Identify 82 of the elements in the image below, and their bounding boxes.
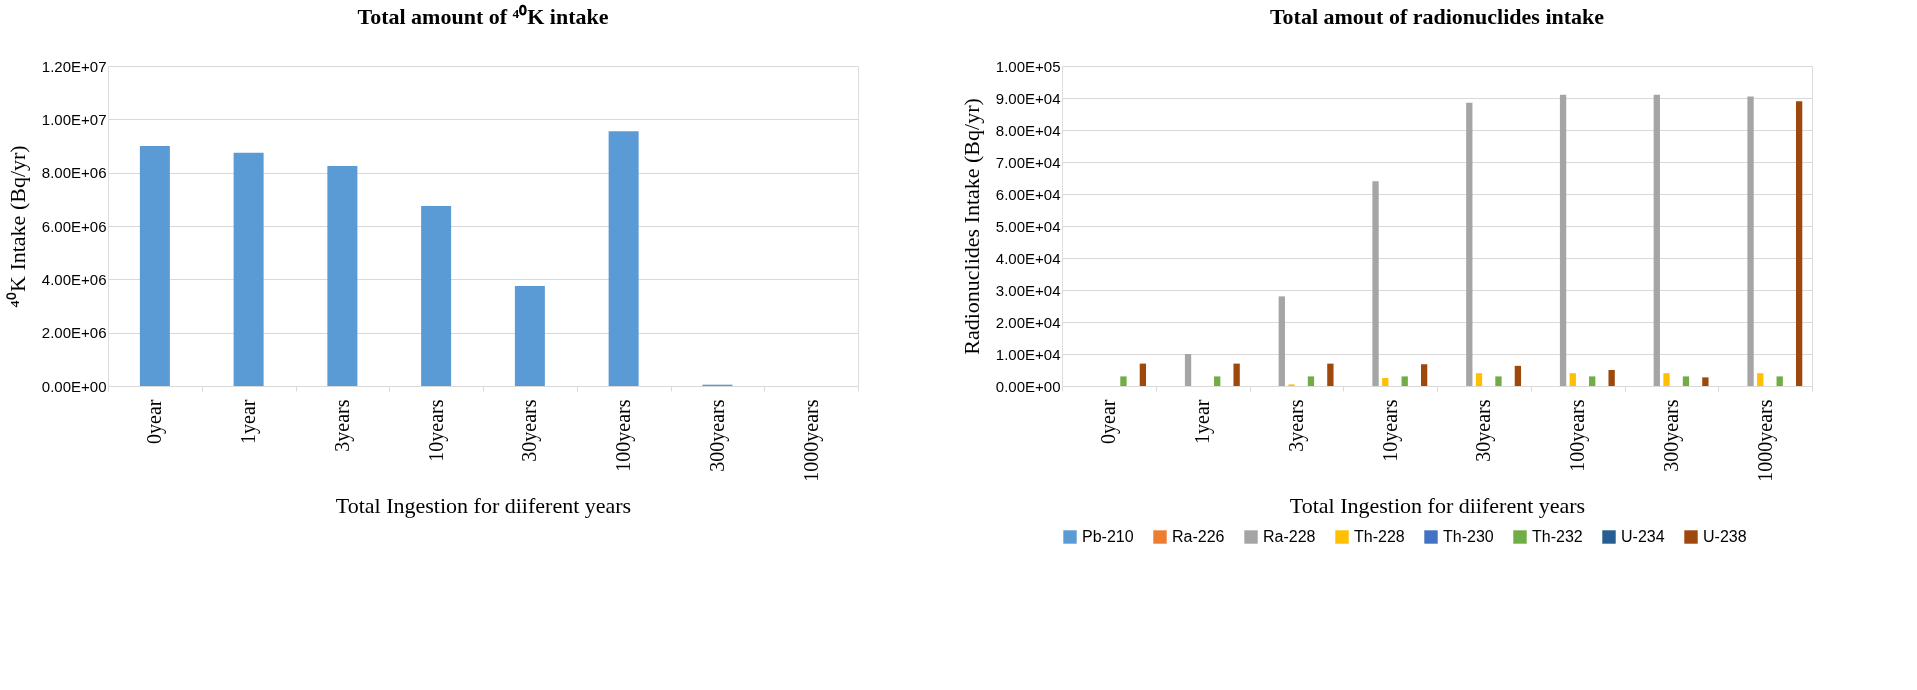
bar (327, 166, 358, 386)
x-tick-label: 10years (424, 399, 448, 462)
bar (1139, 363, 1147, 386)
x-tick-label: 100years (1566, 399, 1590, 472)
y-tick-label: 5.00E+04 (995, 217, 1061, 235)
chart-title: Total amount of ⁴⁰K intake (357, 4, 609, 29)
legend-label: Ra-228 (1263, 528, 1316, 545)
legend-label: U-234 (1621, 528, 1665, 545)
bar (1608, 370, 1615, 386)
legend-label: Th-232 (1532, 528, 1583, 545)
y-tick-label: 3.00E+04 (995, 281, 1061, 299)
x-tick-label: 1000years (1753, 399, 1777, 482)
bar (421, 206, 452, 386)
bar (1278, 296, 1285, 386)
x-tick-label: 1year (1191, 399, 1215, 444)
bar (1776, 376, 1783, 386)
bar (1420, 364, 1428, 386)
bar (1184, 354, 1192, 386)
bar (1372, 181, 1379, 386)
bar (1795, 101, 1803, 386)
bar (1747, 96, 1754, 386)
bar (1589, 376, 1596, 386)
bar (1514, 365, 1522, 386)
y-tick-label: 1.00E+04 (995, 345, 1061, 363)
y-axis-title: Radionuclides Intake (Bq/yr) (958, 98, 984, 355)
x-tick-label: 1000years (799, 399, 823, 482)
bar (1214, 376, 1221, 386)
legend-label: Pb-210 (1082, 528, 1134, 545)
bar (1682, 376, 1690, 386)
x-tick-label: 300years (705, 399, 729, 472)
bar (1307, 376, 1315, 386)
bar (1327, 363, 1334, 386)
x-tick-label: 3years (1284, 399, 1308, 452)
y-tick-label: 2.00E+04 (995, 313, 1061, 331)
x-tick-label: 3years (330, 399, 354, 452)
bar (139, 146, 170, 386)
x-tick-label: 300years (1659, 399, 1683, 472)
y-tick-label: 4.00E+06 (41, 270, 107, 288)
bar (1475, 373, 1483, 386)
x-tick-label: 30years (518, 399, 542, 462)
bar (1466, 102, 1473, 386)
x-tick-label: 10years (1378, 399, 1402, 462)
bar (1702, 377, 1709, 386)
bar (233, 152, 264, 386)
y-tick-label: 6.00E+04 (995, 185, 1061, 203)
bar (608, 131, 639, 386)
legend-label: U-238 (1703, 528, 1747, 545)
y-tick-label: 1.00E+05 (995, 57, 1061, 75)
y-tick-label: 2.00E+06 (41, 324, 107, 342)
chart-title: Total amout of radionuclides intake (1269, 4, 1605, 29)
y-tick-label: 8.00E+06 (41, 164, 107, 182)
bar (1401, 376, 1408, 386)
x-tick-label: 0year (1097, 399, 1121, 444)
x-tick-label: 0year (143, 399, 167, 444)
y-tick-label: 7.00E+04 (995, 153, 1061, 171)
x-tick-label: 1year (237, 399, 261, 444)
bar (1233, 363, 1240, 386)
y-tick-label: 8.00E+04 (995, 121, 1061, 139)
x-axis-title: Total Ingestion for diiferent years (335, 492, 632, 518)
bar (1382, 378, 1389, 386)
y-tick-label: 6.00E+06 (41, 217, 107, 235)
bar (1559, 94, 1567, 386)
legend-label: Th-228 (1354, 528, 1405, 545)
y-tick-label: 9.00E+04 (995, 89, 1061, 107)
bar (1569, 373, 1576, 386)
y-tick-label: 0.00E+00 (41, 377, 107, 395)
y-tick-label: 1.00E+07 (41, 110, 107, 128)
x-tick-label: 30years (1472, 399, 1496, 462)
y-tick-label: 0.00E+00 (995, 377, 1061, 395)
bar (1757, 373, 1764, 386)
legend-label: Ra-226 (1172, 528, 1225, 545)
y-axis-title: ⁴⁰K Intake (Bq/yr) (4, 145, 30, 308)
legend-label: Th-230 (1443, 528, 1494, 545)
bar (1653, 94, 1660, 386)
bar (1495, 376, 1502, 386)
x-axis-title: Total Ingestion for diiferent years (1289, 492, 1586, 518)
bar (1663, 373, 1670, 386)
x-tick-label: 100years (612, 399, 636, 472)
bar (514, 286, 545, 386)
bar (1120, 376, 1127, 386)
y-tick-label: 1.20E+07 (41, 57, 107, 75)
y-tick-label: 4.00E+04 (995, 249, 1061, 267)
